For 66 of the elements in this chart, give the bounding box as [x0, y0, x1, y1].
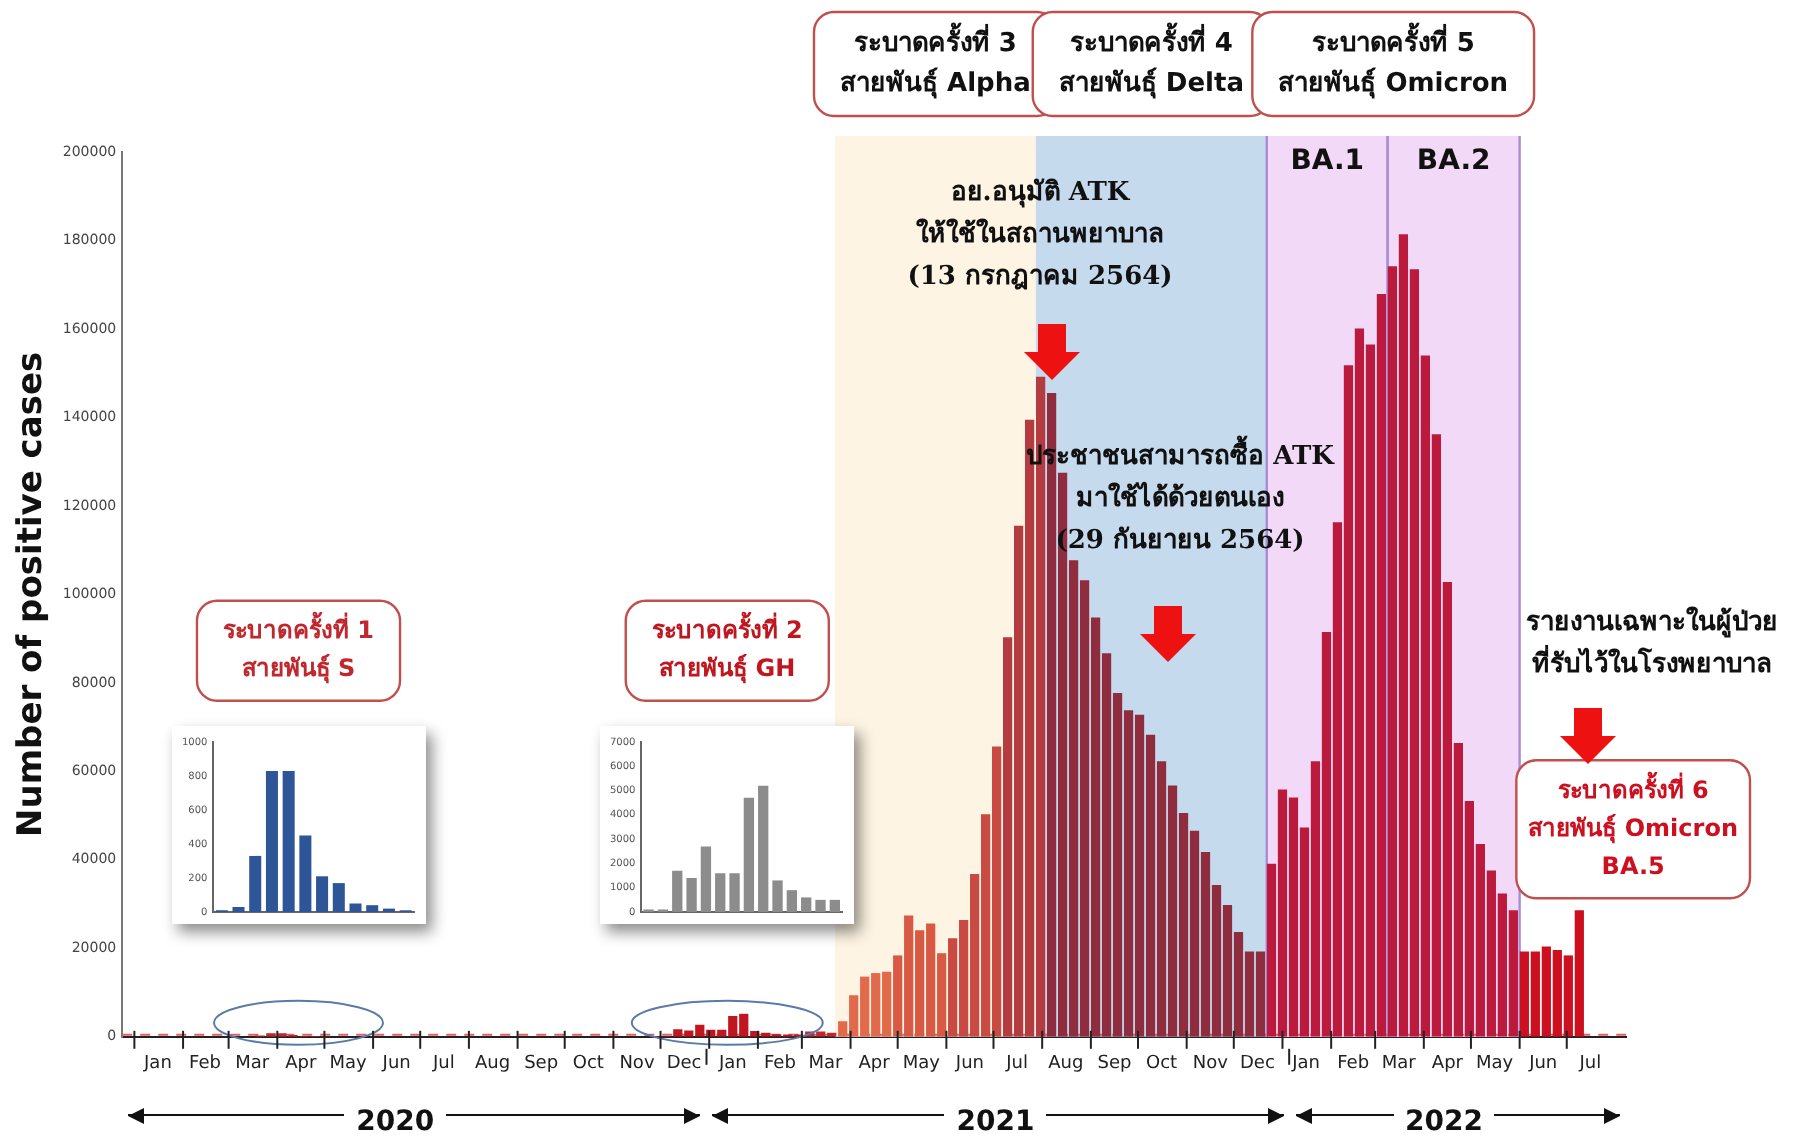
band-label: BA.2: [1416, 145, 1491, 178]
x-tick-label: Mar: [1381, 1054, 1417, 1075]
x-tick-label: Nov: [619, 1054, 656, 1075]
bar: [365, 905, 378, 913]
x-tick-label: Oct: [572, 1054, 605, 1075]
bar: [265, 771, 278, 913]
x-tick-label: Sep: [1097, 1054, 1132, 1075]
bar: [282, 771, 295, 913]
bar: [348, 904, 361, 913]
x-tick-label: Oct: [1145, 1054, 1179, 1075]
x-tick-label: Apr: [858, 1054, 891, 1075]
x-tick-label: Feb: [763, 1054, 797, 1075]
x-tick-label: Dec: [666, 1054, 702, 1075]
x2-tick-label: 2021: [956, 1106, 1035, 1139]
x-tick-label: Mar: [808, 1054, 844, 1075]
x-tick-label: Jun: [953, 1054, 984, 1075]
text: ระบาดครั้งที่ 1 สายพันธุ์ S: [222, 610, 375, 685]
x-tick-label: Nov: [1192, 1054, 1230, 1075]
x-tick-label: Jul: [430, 1054, 455, 1075]
x-tick-label: May: [902, 1054, 942, 1075]
x-tick-label: May: [1475, 1054, 1515, 1075]
bar: [786, 890, 798, 913]
band-label: ระบาดครั้งที่ 4 สายพันธุ์ Delta: [1058, 20, 1244, 99]
bar: [729, 873, 740, 913]
band-label: ระบาดครั้งที่ 5 สายพันธุ์ Omicron: [1278, 20, 1509, 99]
text: ระบาดครั้งที่ 6 สายพันธุ์ Omicron BA.5: [1528, 769, 1738, 880]
bar: [332, 883, 345, 913]
x-tick-label: Aug: [474, 1054, 511, 1075]
x-tick-label: Jul: [1577, 1054, 1602, 1075]
x-tick-label: Sep: [524, 1054, 559, 1075]
x-tick-label: Jun: [380, 1054, 411, 1075]
annotation: อย.อนุมัติ ATK ให้ใช้ในสถานพยาบาล (13 กรกฎาคม 2564): [907, 177, 1173, 292]
x-tick-label: Jan: [1290, 1054, 1320, 1075]
x-tick-label: Jul: [1004, 1054, 1028, 1075]
bar: [829, 900, 841, 913]
bar: [672, 871, 683, 913]
bar: [743, 798, 755, 913]
y-axis-title: Number of positive cases: [11, 351, 52, 838]
bar: [315, 877, 328, 913]
bar: [701, 847, 712, 913]
x-tick-label: May: [329, 1054, 368, 1075]
bar: [815, 900, 826, 913]
annotation: รายงานเฉพาะในผู้ป่วย ที่รับไว้ในโรงพยาบาล: [1526, 603, 1778, 680]
x2-tick-label: 2020: [356, 1106, 435, 1139]
bar: [248, 856, 261, 913]
x-tick-label: Apr: [1431, 1054, 1464, 1075]
x-tick-label: Dec: [1239, 1054, 1275, 1075]
bar: [772, 881, 783, 913]
x-tick-label: Feb: [1337, 1054, 1370, 1075]
bar: [801, 898, 812, 913]
x-tick-label: Jan: [716, 1054, 747, 1075]
x-tick-label: Jan: [142, 1054, 172, 1075]
bar: [686, 878, 697, 913]
x-tick-label: Jun: [1527, 1054, 1558, 1075]
bar: [715, 873, 726, 913]
x2-tick-label: 2022: [1405, 1106, 1483, 1139]
bar: [298, 836, 311, 913]
x-tick-label: Aug: [1048, 1054, 1084, 1075]
band-label: ระบาดครั้งที่ 3 สายพันธุ์ Alpha: [839, 20, 1031, 99]
x-tick-label: Apr: [285, 1054, 318, 1075]
x-tick-label: Feb: [189, 1054, 222, 1075]
bar: [758, 786, 769, 913]
text: ระบาดครั้งที่ 2 สายพันธุ์ GH: [651, 610, 803, 685]
bar: [231, 907, 244, 913]
x-tick-label: Mar: [235, 1054, 270, 1075]
band-label: BA.1: [1290, 145, 1365, 178]
